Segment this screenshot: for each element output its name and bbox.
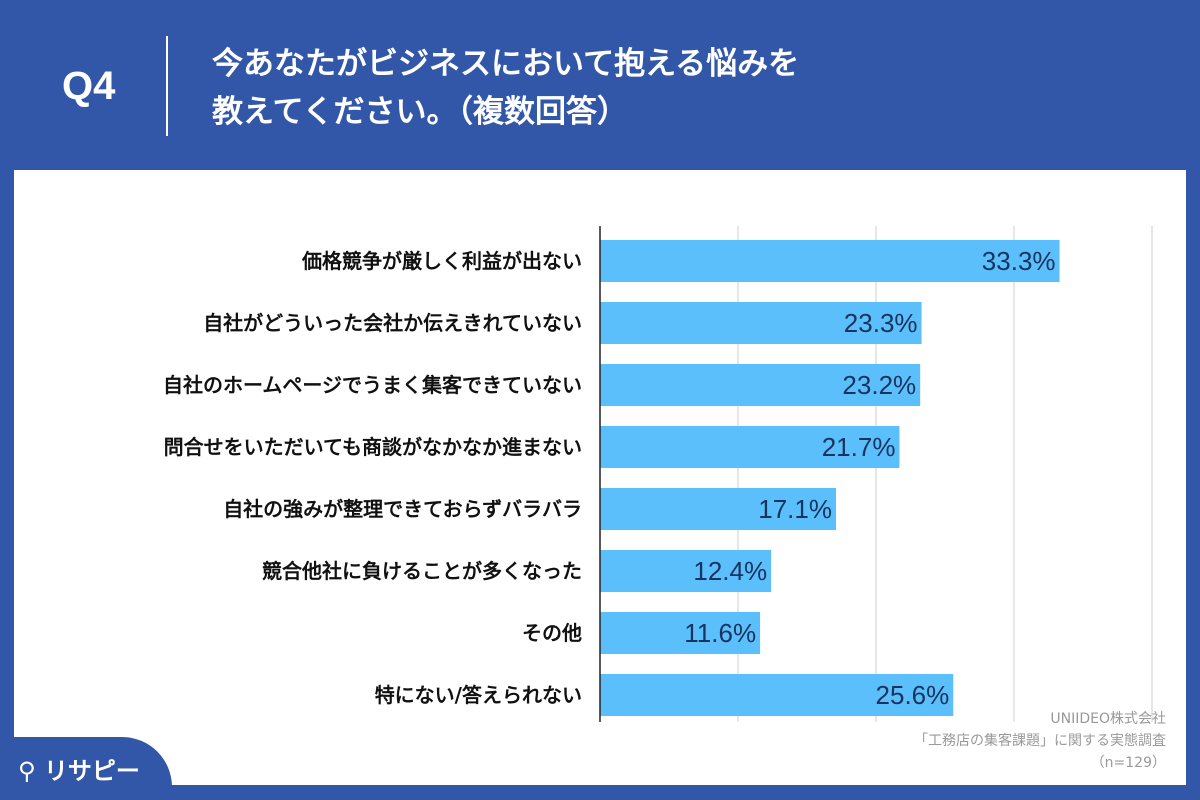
bar [600,674,954,716]
bar [600,240,1060,282]
category-label: 特にない/答えられない [375,683,582,707]
bar [600,550,772,592]
category-label: 自社の強みが整理できておらずバラバラ [223,497,582,521]
value-label: 23.3% [844,308,918,338]
question-title: 今あなたがビジネスにおいて抱える悩みを 教えてください。（複数回答） [212,40,1012,136]
title-line-1: 今あなたがビジネスにおいて抱える悩みを [212,46,800,82]
divider [166,36,168,136]
source-survey: 「工務店の集客課題」に関する実態調査 [914,733,1166,749]
bar [600,426,900,468]
category-label: その他 [522,621,582,645]
value-label: 23.2% [842,370,916,400]
logo: ⚲ リサピー [0,737,172,800]
source-note: UNIIDEO株式会社「工務店の集客課題」に関する実態調査 （n=129） [914,708,1166,774]
category-label: 問合せをいただいても商談がなかなか進まない [164,435,582,459]
category-label: 自社がどういった会社か伝えきれていない [203,311,582,335]
source-company: UNIIDEO株式会社 [1050,711,1166,727]
logo-text: リサピー [43,757,140,785]
bar [600,364,921,406]
bar [600,488,836,530]
category-label: 価格競争が厳しく利益が出ない [301,249,582,273]
category-label: 競合他社に負けることが多くなった [262,559,582,583]
value-label: 21.7% [822,432,896,462]
category-label: 自社のホームページでうまく集客できていない [163,373,582,397]
sample-size: （n=129） [1090,755,1166,771]
value-label: 33.3% [982,246,1056,276]
question-number: Q4 [62,64,116,108]
value-label: 11.6% [684,618,756,648]
value-label: 12.4% [693,556,767,586]
value-label: 17.1% [758,494,832,524]
bar [600,302,922,344]
bar [600,612,761,654]
value-label: 25.6% [876,680,950,710]
title-line-2: 教えてください。（複数回答） [212,94,629,130]
